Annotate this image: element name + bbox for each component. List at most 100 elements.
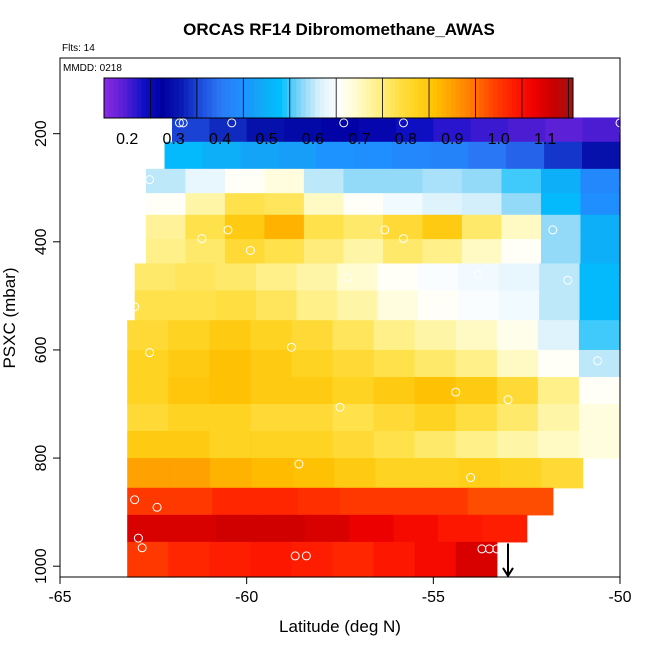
heatmap-cell	[537, 404, 580, 432]
heatmap-cell	[537, 431, 580, 459]
heatmap-cell	[264, 193, 305, 216]
heatmap-cell	[579, 263, 621, 292]
heatmap-cell	[496, 404, 539, 432]
heatmap-cell	[430, 141, 469, 170]
colorbar-segment	[141, 78, 147, 118]
colorbar-segment	[390, 78, 396, 118]
colorbar-segment	[122, 78, 128, 118]
heatmap-cell	[343, 214, 384, 240]
sample-point	[174, 118, 184, 128]
flights-note: Flts: 14	[62, 43, 95, 54]
colorbar-segment	[310, 78, 316, 118]
sample-point	[548, 225, 558, 235]
colorbar-segment	[568, 78, 574, 118]
heatmap-cell	[458, 458, 501, 489]
heatmap-cell	[134, 290, 176, 321]
heatmap-cell	[433, 117, 472, 143]
heatmap-cell	[422, 214, 463, 240]
heatmap-cell	[296, 290, 338, 321]
sample-point	[130, 302, 140, 312]
heatmap-cell	[377, 290, 419, 321]
sample-point	[619, 179, 629, 189]
heatmap-cell	[171, 514, 217, 543]
heatmap-cell	[297, 487, 341, 516]
colorbar-segment	[319, 78, 325, 118]
heatmap-cell	[164, 141, 204, 170]
colorbar-segment	[357, 78, 363, 118]
heatmap-cell	[256, 263, 298, 292]
heatmap-cell	[291, 431, 334, 459]
colorbar-tick-label: 0.7	[348, 131, 370, 148]
colorbar-segment	[558, 78, 565, 118]
heatmap-cell	[168, 404, 210, 432]
colorbar-segment	[469, 78, 476, 118]
heatmap-cell	[343, 168, 384, 194]
heatmap-cell	[250, 349, 293, 378]
heatmap-cell	[578, 320, 621, 351]
colorbar-segment	[202, 78, 208, 118]
heatmap-cell	[250, 320, 293, 351]
heatmap-cell	[168, 376, 210, 405]
colorbar-segment	[132, 78, 138, 118]
heatmap-cell	[540, 214, 582, 240]
heatmap-cell	[291, 541, 334, 578]
heatmap-cell	[377, 263, 419, 292]
heatmap-cell	[417, 263, 459, 292]
colorbar-segment	[427, 78, 433, 118]
heatmap-cell	[145, 214, 186, 240]
heatmap-cell	[455, 320, 498, 351]
colorbar-segment	[193, 78, 199, 118]
colorbar-segment	[263, 78, 269, 118]
colorbar-segment	[512, 78, 518, 118]
heatmap-cell	[224, 168, 265, 194]
sample-point	[286, 342, 296, 352]
heatmap-cell	[496, 431, 539, 459]
heatmap-cell	[336, 290, 378, 321]
arrow-head	[502, 567, 514, 578]
heatmap-cell	[172, 117, 210, 143]
y-tick-label: 600	[33, 336, 50, 363]
colorbar-segment	[230, 78, 236, 118]
colorbar-segment	[507, 78, 513, 118]
heatmap-cell	[382, 239, 424, 265]
sample-point	[227, 118, 237, 128]
sample-point	[398, 118, 408, 128]
heatmap-cell	[209, 404, 251, 432]
heatmap-cell	[467, 487, 511, 516]
colorbar-segment	[385, 78, 391, 118]
colorbar-segment	[540, 78, 546, 118]
axes: -65 -60 -55 -50 200 400 600 800 1000	[33, 57, 632, 606]
heatmap-cell	[209, 349, 251, 378]
colorbar-segment	[197, 78, 203, 118]
y-tick-label: 400	[33, 228, 50, 255]
heatmap-cell	[496, 376, 539, 405]
heatmap-cell	[501, 239, 542, 265]
heatmap-cell	[461, 168, 503, 194]
colorbar-segment	[436, 78, 443, 118]
heatmap-cell	[175, 290, 217, 321]
heatmap-cell	[468, 141, 507, 170]
heatmap-cell	[506, 141, 545, 170]
heatmap-cell	[501, 214, 542, 240]
colorbar-segment	[497, 78, 504, 118]
colorbar-segment	[352, 78, 358, 118]
heatmap-cell	[422, 239, 463, 265]
heatmap-cell	[578, 376, 621, 405]
heatmap-cell	[501, 168, 542, 194]
heatmap-cell	[508, 117, 546, 143]
heatmap-cell	[373, 541, 416, 578]
heatmap-cell	[127, 458, 170, 489]
sample-point	[133, 533, 143, 543]
heatmap-cell	[168, 458, 211, 489]
colorbar-segment	[465, 78, 471, 118]
colorbar-segment	[343, 78, 349, 118]
colorbar-segment	[300, 78, 307, 118]
heatmap-cell	[334, 458, 377, 489]
colorbar-tick-label: 0.6	[302, 131, 324, 148]
heatmap-cell	[455, 404, 498, 432]
heatmap-cell	[185, 168, 226, 194]
sample-point	[335, 402, 345, 412]
sample-point	[593, 356, 603, 366]
sample-point	[484, 544, 494, 554]
heatmap-cell	[169, 487, 213, 516]
